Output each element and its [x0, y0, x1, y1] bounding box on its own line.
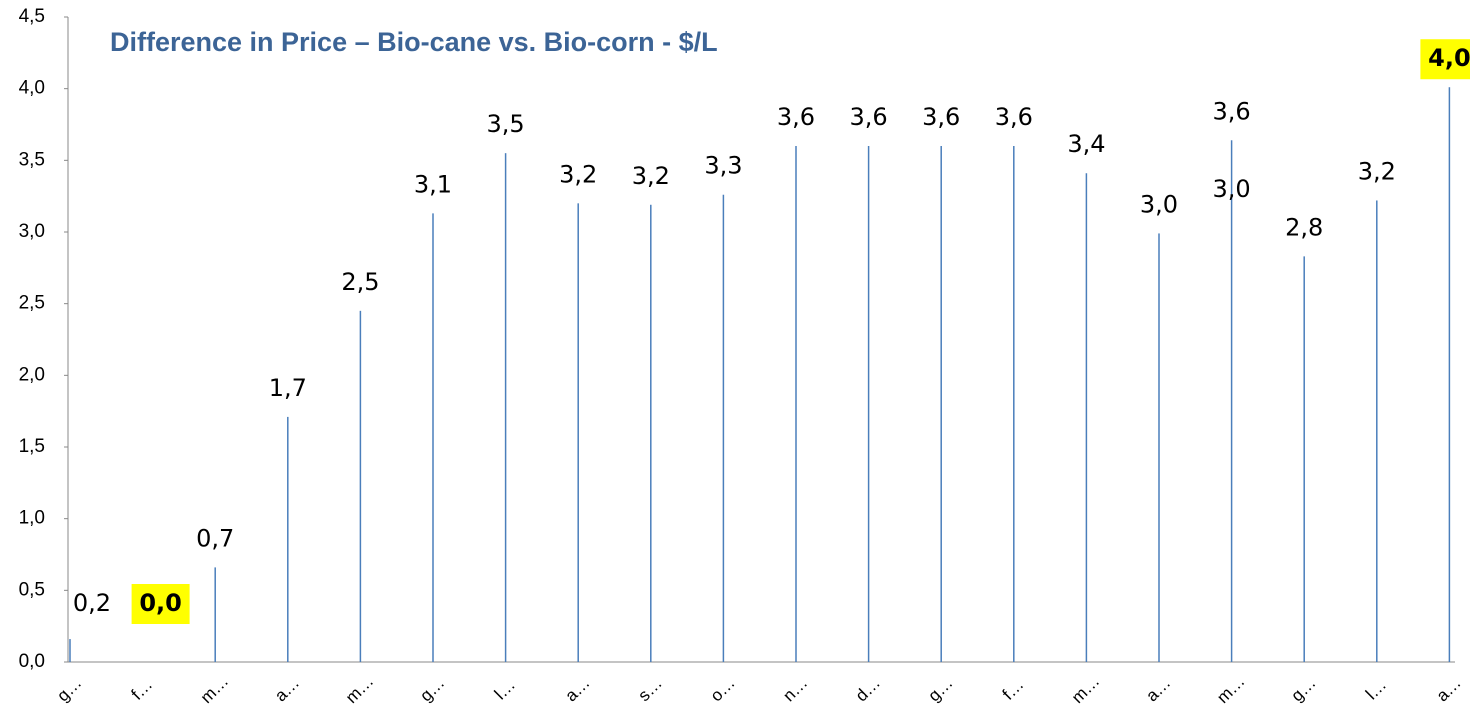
- y-tick-label: 4,0: [19, 78, 45, 99]
- data-label: 3,6: [995, 103, 1033, 131]
- x-tick-label: a…: [271, 673, 303, 705]
- bar: [432, 213, 434, 662]
- y-tick-label: 0,0: [19, 651, 45, 672]
- x-tick-label: m…: [197, 672, 232, 707]
- label-highlight: [131, 584, 190, 624]
- x-tick-label: d…: [852, 673, 884, 705]
- bar: [722, 194, 725, 662]
- y-tick-label: 3,0: [19, 221, 45, 242]
- y-tick-label: 1,0: [19, 508, 45, 529]
- bar: [867, 146, 870, 662]
- y-tick-label: 4,5: [19, 6, 45, 27]
- x-tick-label: a…: [1142, 673, 1174, 705]
- data-label: 3,6: [922, 103, 960, 131]
- data-label: 3,2: [1358, 157, 1396, 185]
- bar: [1376, 200, 1378, 662]
- data-label: 3,5: [487, 110, 525, 138]
- chart-title: Difference in Price – Bio-cane vs. Bio-c…: [110, 27, 718, 57]
- data-label: 3,3: [704, 152, 742, 180]
- x-tick-label: g…: [1287, 673, 1319, 705]
- data-label: 0,7: [196, 524, 234, 552]
- data-label: 3,4: [1067, 130, 1105, 158]
- data-label: 0,2: [73, 589, 111, 617]
- data-label: 3,6: [1213, 97, 1251, 125]
- bar: [359, 310, 362, 662]
- bar: [1158, 233, 1160, 662]
- bar: [287, 416, 289, 662]
- x-tick-label: l…: [1362, 675, 1390, 703]
- x-tick-label: m…: [1213, 672, 1248, 707]
- y-tick-label: 2,5: [19, 293, 45, 314]
- data-label: 0,0: [139, 589, 182, 617]
- x-tick-label: a…: [561, 673, 593, 705]
- data-label: 2,5: [341, 268, 379, 296]
- data-label: 3,2: [632, 162, 670, 190]
- bar: [577, 203, 579, 663]
- bar: [650, 204, 652, 662]
- data-label: 3,2: [559, 160, 597, 188]
- label-highlight: [1420, 39, 1470, 80]
- x-tick-label: f…: [127, 675, 156, 704]
- data-label: 1,7: [269, 374, 307, 402]
- data-label: 3,0: [1140, 190, 1178, 218]
- x-tick-label: f…: [999, 675, 1028, 704]
- x-tick-label: n…: [779, 673, 811, 705]
- x-tick-label: s…: [634, 674, 665, 705]
- bar: [69, 639, 71, 662]
- x-tick-label: o…: [707, 673, 739, 705]
- data-label: 2,8: [1285, 213, 1323, 241]
- data-label: 3,1: [414, 170, 452, 198]
- x-tick-label: m…: [1068, 672, 1103, 707]
- y-tick-label: 0,5: [19, 579, 45, 600]
- x-tick-label: a…: [1433, 673, 1465, 705]
- data-label: 3,6: [777, 103, 815, 131]
- y-tick-label: 1,5: [19, 436, 45, 457]
- x-tick-label: l…: [491, 675, 519, 703]
- bar: [1448, 87, 1451, 662]
- x-tick-label: m…: [342, 672, 377, 707]
- x-tick-label: g…: [53, 673, 85, 705]
- y-tick-label: 3,5: [19, 149, 45, 170]
- bar: [1085, 173, 1088, 662]
- data-label: 3,6: [850, 103, 888, 131]
- bar: [795, 146, 797, 662]
- x-tick-label: g…: [416, 673, 448, 705]
- bar: [504, 153, 507, 662]
- data-label: 4,0: [1428, 44, 1470, 72]
- annotation: 3,0: [1213, 175, 1251, 203]
- bar: [1230, 140, 1233, 662]
- x-tick-label: g…: [924, 673, 956, 705]
- y-tick-label: 2,0: [19, 364, 45, 385]
- bar: [1303, 256, 1305, 662]
- bar: [214, 567, 216, 662]
- bar: [940, 146, 942, 662]
- bar: [1013, 146, 1015, 662]
